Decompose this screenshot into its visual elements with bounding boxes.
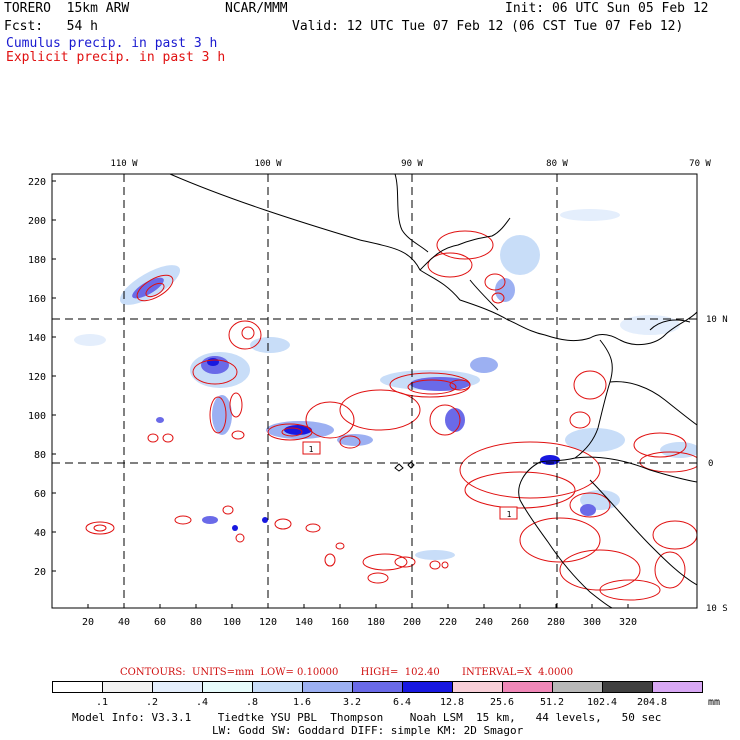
cumulus-legend: Cumulus precip. in past 3 h xyxy=(6,36,218,51)
coastlines xyxy=(169,174,697,608)
lon-label: 70 W xyxy=(689,159,711,169)
x-tick-label: 120 xyxy=(259,617,277,628)
colorbar-label: .4 xyxy=(195,697,209,708)
lat-label: 10 S xyxy=(706,604,728,614)
y-tick-label: 20 xyxy=(34,567,46,578)
x-tick-label: 320 xyxy=(619,617,637,628)
x-tick-label: 60 xyxy=(154,617,166,628)
valid-time: Valid: 12 UTC Tue 07 Feb 12 (06 CST Tue … xyxy=(292,19,684,34)
colorbar-label: 25.6 xyxy=(489,697,515,708)
lon-label: 110 W xyxy=(110,159,138,169)
x-tick-label: 80 xyxy=(190,617,202,628)
precip-map: 1 1 110 W 100 W 90 W 80 W 70 W 10 N 0 10… xyxy=(28,159,728,628)
lon-label: 90 W xyxy=(401,159,423,169)
map-border xyxy=(51,173,698,609)
colorbar-swatch xyxy=(352,681,403,693)
colorbar-label: 1.6 xyxy=(292,697,312,708)
x-tick-label: 200 xyxy=(403,617,421,628)
box-label-2 xyxy=(499,506,518,520)
x-tick-label: 40 xyxy=(118,617,130,628)
lat-label: 10 N xyxy=(706,315,728,325)
lon-label: 100 W xyxy=(254,159,282,169)
x-tick-label: 100 xyxy=(223,617,241,628)
x-tick-label: 160 xyxy=(331,617,349,628)
colorbar-swatch xyxy=(202,681,253,693)
colorbar-label: 51.2 xyxy=(539,697,565,708)
org-label: NCAR/MMM xyxy=(225,1,288,16)
colorbar-swatch xyxy=(252,681,303,693)
colorbar-label: 102.4 xyxy=(586,697,618,708)
model-info: Model Info: V3.3.1 Tiedtke YSU PBL Thomp… xyxy=(72,711,662,724)
x-tick-label: 280 xyxy=(547,617,565,628)
colorbar-swatch xyxy=(552,681,603,693)
colorbar-swatch xyxy=(152,681,203,693)
colorbar-label: mm xyxy=(707,697,721,708)
x-tick-label: 140 xyxy=(295,617,313,628)
box-label-1 xyxy=(302,441,321,455)
y-tick-label: 140 xyxy=(28,333,46,344)
y-tick-label: 100 xyxy=(28,411,46,422)
colorbar-swatch xyxy=(52,681,103,693)
box-label-text-2: 1 xyxy=(507,510,512,519)
colorbar-swatch xyxy=(502,681,553,693)
colorbar-label: .1 xyxy=(95,697,109,708)
lon-label: 80 W xyxy=(546,159,568,169)
cumulus-precip-areas xyxy=(74,209,697,560)
model-title: TORERO 15km ARW xyxy=(4,1,130,16)
explicit-precip-contours xyxy=(85,230,697,601)
x-tick-label: 220 xyxy=(439,617,457,628)
y-tick-label: 60 xyxy=(34,489,46,500)
box-label-text-1: 1 xyxy=(309,445,314,454)
contours-info: CONTOURS: UNITS=mm LOW= 0.10000 HIGH= 10… xyxy=(120,667,574,678)
physics-info: LW: Godd SW: Goddard DIFF: simple KM: 2D… xyxy=(212,724,524,737)
colorbar-swatch xyxy=(452,681,503,693)
colorbar-label: 6.4 xyxy=(392,697,412,708)
init-time: Init: 06 UTC Sun 05 Feb 12 xyxy=(505,1,709,16)
forecast-hour: Fcst: 54 h xyxy=(4,19,98,34)
colorbar-swatch xyxy=(102,681,153,693)
colorbar-label: 204.8 xyxy=(636,697,668,708)
x-tick-label: 260 xyxy=(511,617,529,628)
x-tick-label: 180 xyxy=(367,617,385,628)
colorbar-swatch xyxy=(602,681,653,693)
y-tick-label: 180 xyxy=(28,255,46,266)
y-tick-label: 80 xyxy=(34,450,46,461)
colorbar-swatch xyxy=(302,681,353,693)
colorbar-swatch xyxy=(402,681,453,693)
x-tick-label: 240 xyxy=(475,617,493,628)
colorbar-label: .2 xyxy=(145,697,159,708)
lat-lon-grid xyxy=(52,174,697,608)
x-tick-label: 20 xyxy=(82,617,94,628)
y-tick-label: 200 xyxy=(28,216,46,227)
y-tick-label: 220 xyxy=(28,177,46,188)
colorbar-label: .8 xyxy=(245,697,259,708)
x-tick-label: 300 xyxy=(583,617,601,628)
map-frame xyxy=(52,174,697,608)
y-tick-label: 160 xyxy=(28,294,46,305)
lat-label: 0 xyxy=(708,459,713,469)
colorbar-label: 3.2 xyxy=(342,697,362,708)
colorbar-swatch xyxy=(652,681,703,693)
explicit-legend: Explicit precip. in past 3 h xyxy=(6,50,226,65)
y-tick-label: 120 xyxy=(28,372,46,383)
colorbar-label: 12.8 xyxy=(439,697,465,708)
y-tick-label: 40 xyxy=(34,528,46,539)
